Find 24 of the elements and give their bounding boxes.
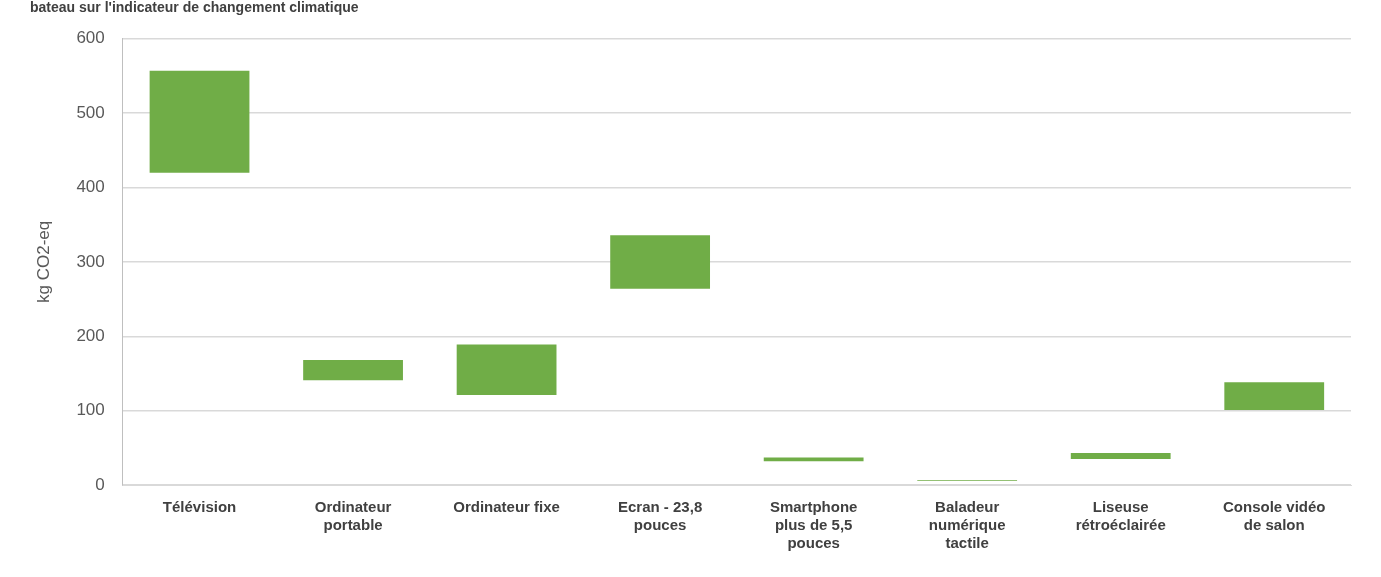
y-tick-label: 600	[76, 28, 105, 48]
y-tick-label: 0	[95, 474, 105, 494]
bar	[763, 457, 864, 462]
x-tick-label: Baladeur numérique tactile	[928, 498, 1006, 552]
x-tick-label: Console vidéo de salon	[1222, 498, 1326, 534]
bar	[1224, 382, 1325, 410]
x-tick-label: Liseuse rétroéclairée	[1075, 498, 1166, 534]
bar	[303, 360, 403, 381]
x-tick-label: Ordinateur fixe	[453, 498, 560, 516]
x-tick-label: Ecran - 23,8 pouces	[618, 498, 703, 534]
chart-title: bateau sur l'indicateur de changement climatique	[30, 0, 359, 16]
y-tick-label: 500	[76, 102, 105, 122]
x-tick-label: Ordinateur portable	[314, 498, 392, 534]
y-axis-title: kg CO2-eq	[33, 220, 53, 303]
y-tick-label: 100	[76, 400, 105, 420]
x-tick-label: Smartphone plus de 5,5 pouces	[769, 498, 858, 552]
bar	[456, 344, 557, 396]
y-tick-label: 400	[76, 177, 105, 197]
x-tick-label: Télévision	[162, 498, 237, 516]
y-tick-label: 200	[76, 325, 105, 345]
bar	[149, 70, 250, 173]
y-tick-label: 300	[76, 251, 105, 271]
bar	[1070, 453, 1171, 459]
bar	[610, 235, 711, 289]
